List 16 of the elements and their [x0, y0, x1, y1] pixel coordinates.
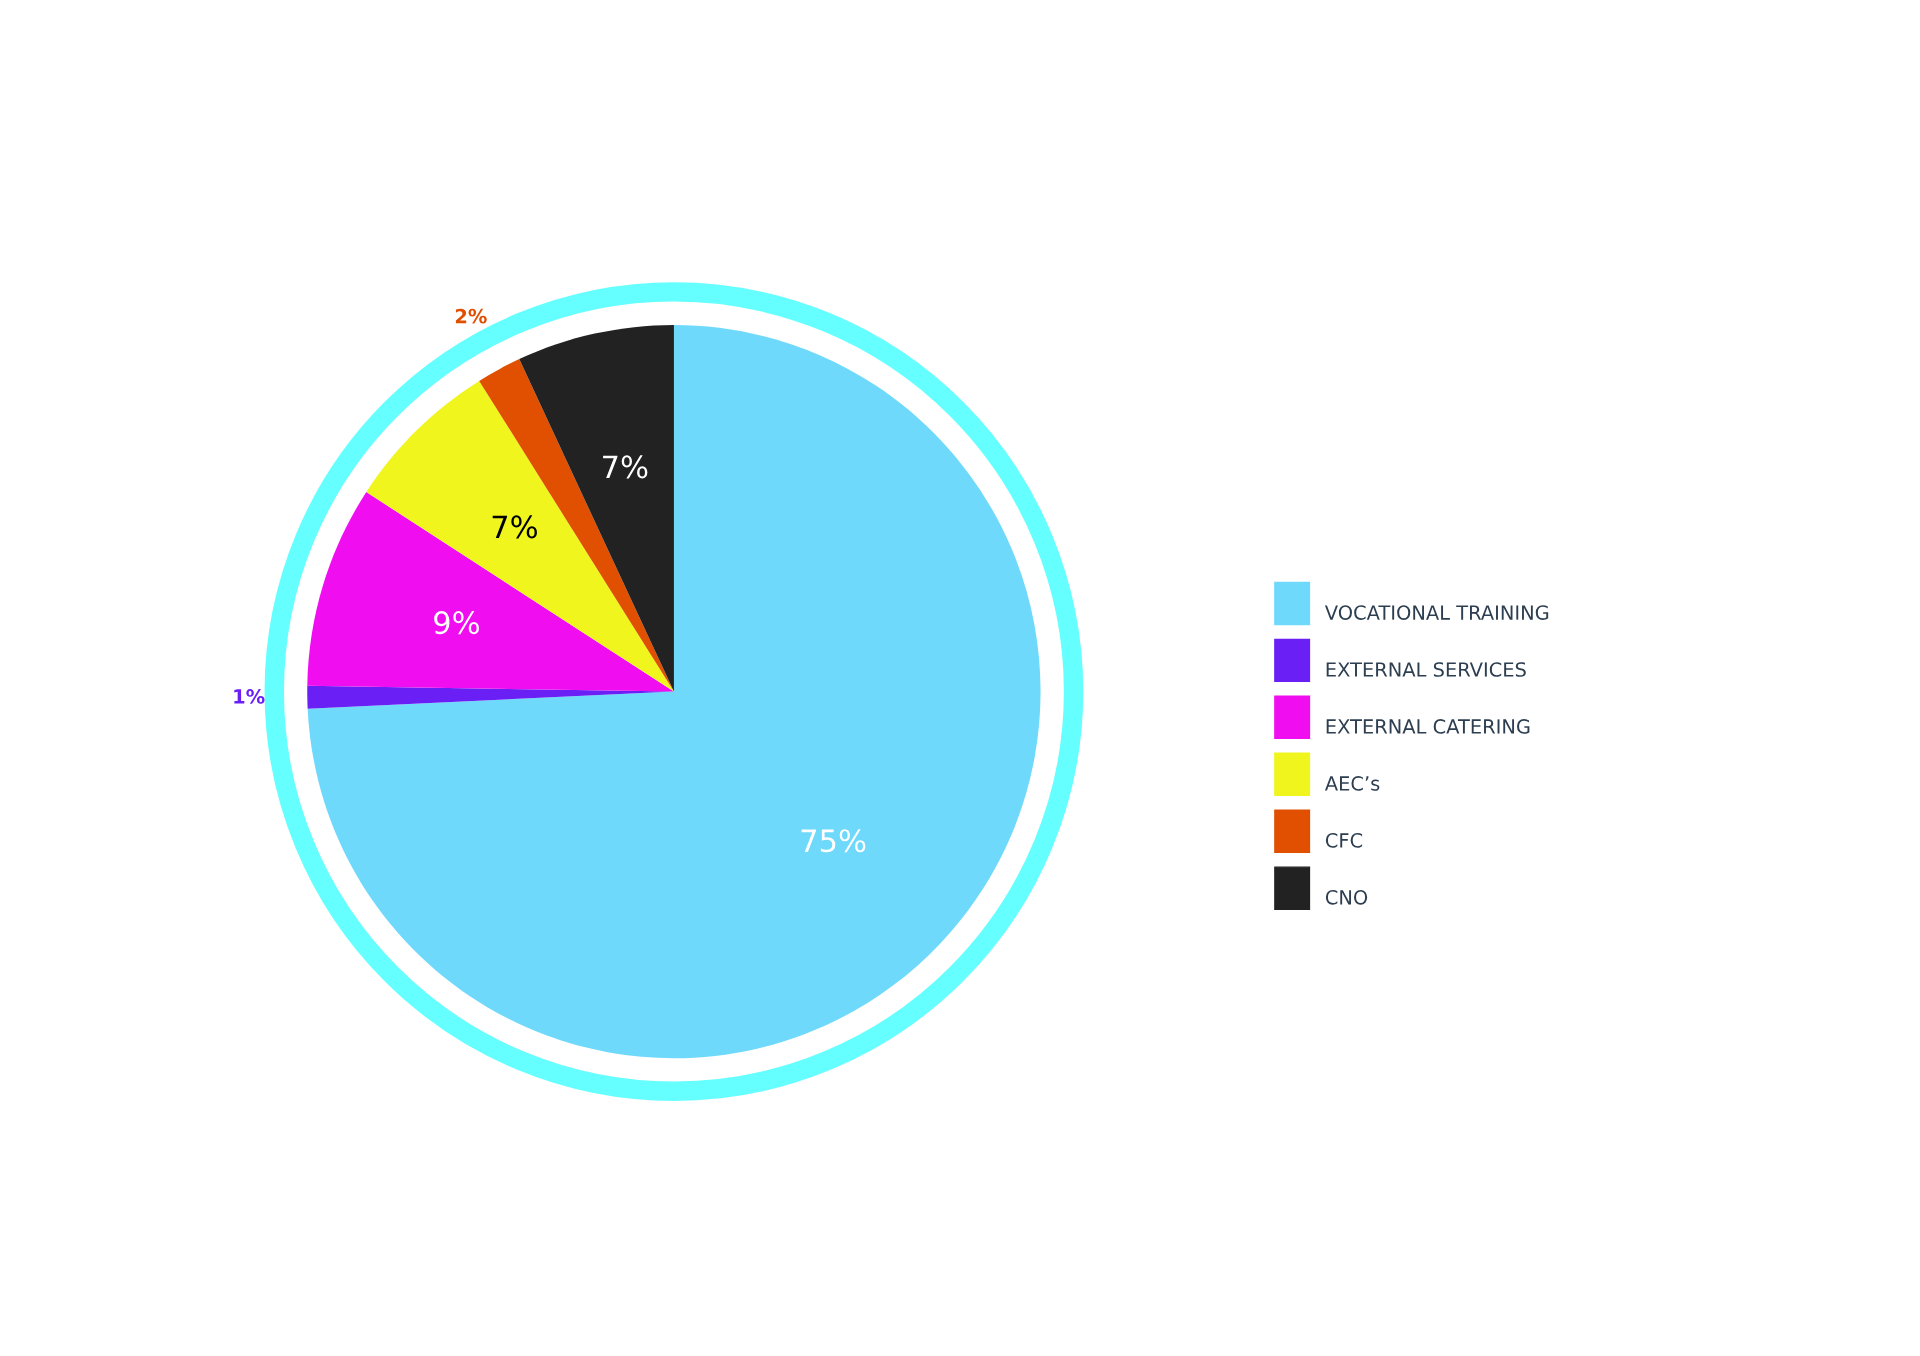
legend-label: EXTERNAL SERVICES: [1326, 662, 1526, 677]
data-label: 7%: [603, 455, 648, 479]
legend-label: EXTERNAL CATERING: [1326, 719, 1530, 734]
legend-label: VOCATIONAL TRAINING: [1324, 605, 1549, 620]
pie-slice: [307, 324, 1041, 1059]
data-label: 9%: [434, 611, 479, 635]
legend-label: CNO: [1325, 889, 1368, 905]
pie-slice: [307, 492, 674, 692]
pie-slice: [307, 685, 674, 709]
legend-label: AEC’s: [1324, 776, 1380, 791]
legend-label: CFC: [1325, 833, 1363, 848]
pie-slice: [366, 380, 674, 692]
data-label: 2%: [455, 308, 487, 324]
data-label: 75%: [801, 829, 866, 853]
data-label: 1%: [234, 689, 265, 704]
data-label: 7%: [492, 515, 537, 539]
